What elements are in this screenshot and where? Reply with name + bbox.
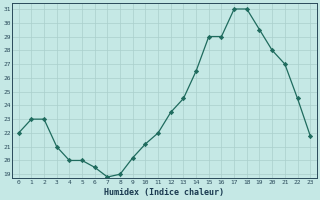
X-axis label: Humidex (Indice chaleur): Humidex (Indice chaleur): [104, 188, 224, 197]
